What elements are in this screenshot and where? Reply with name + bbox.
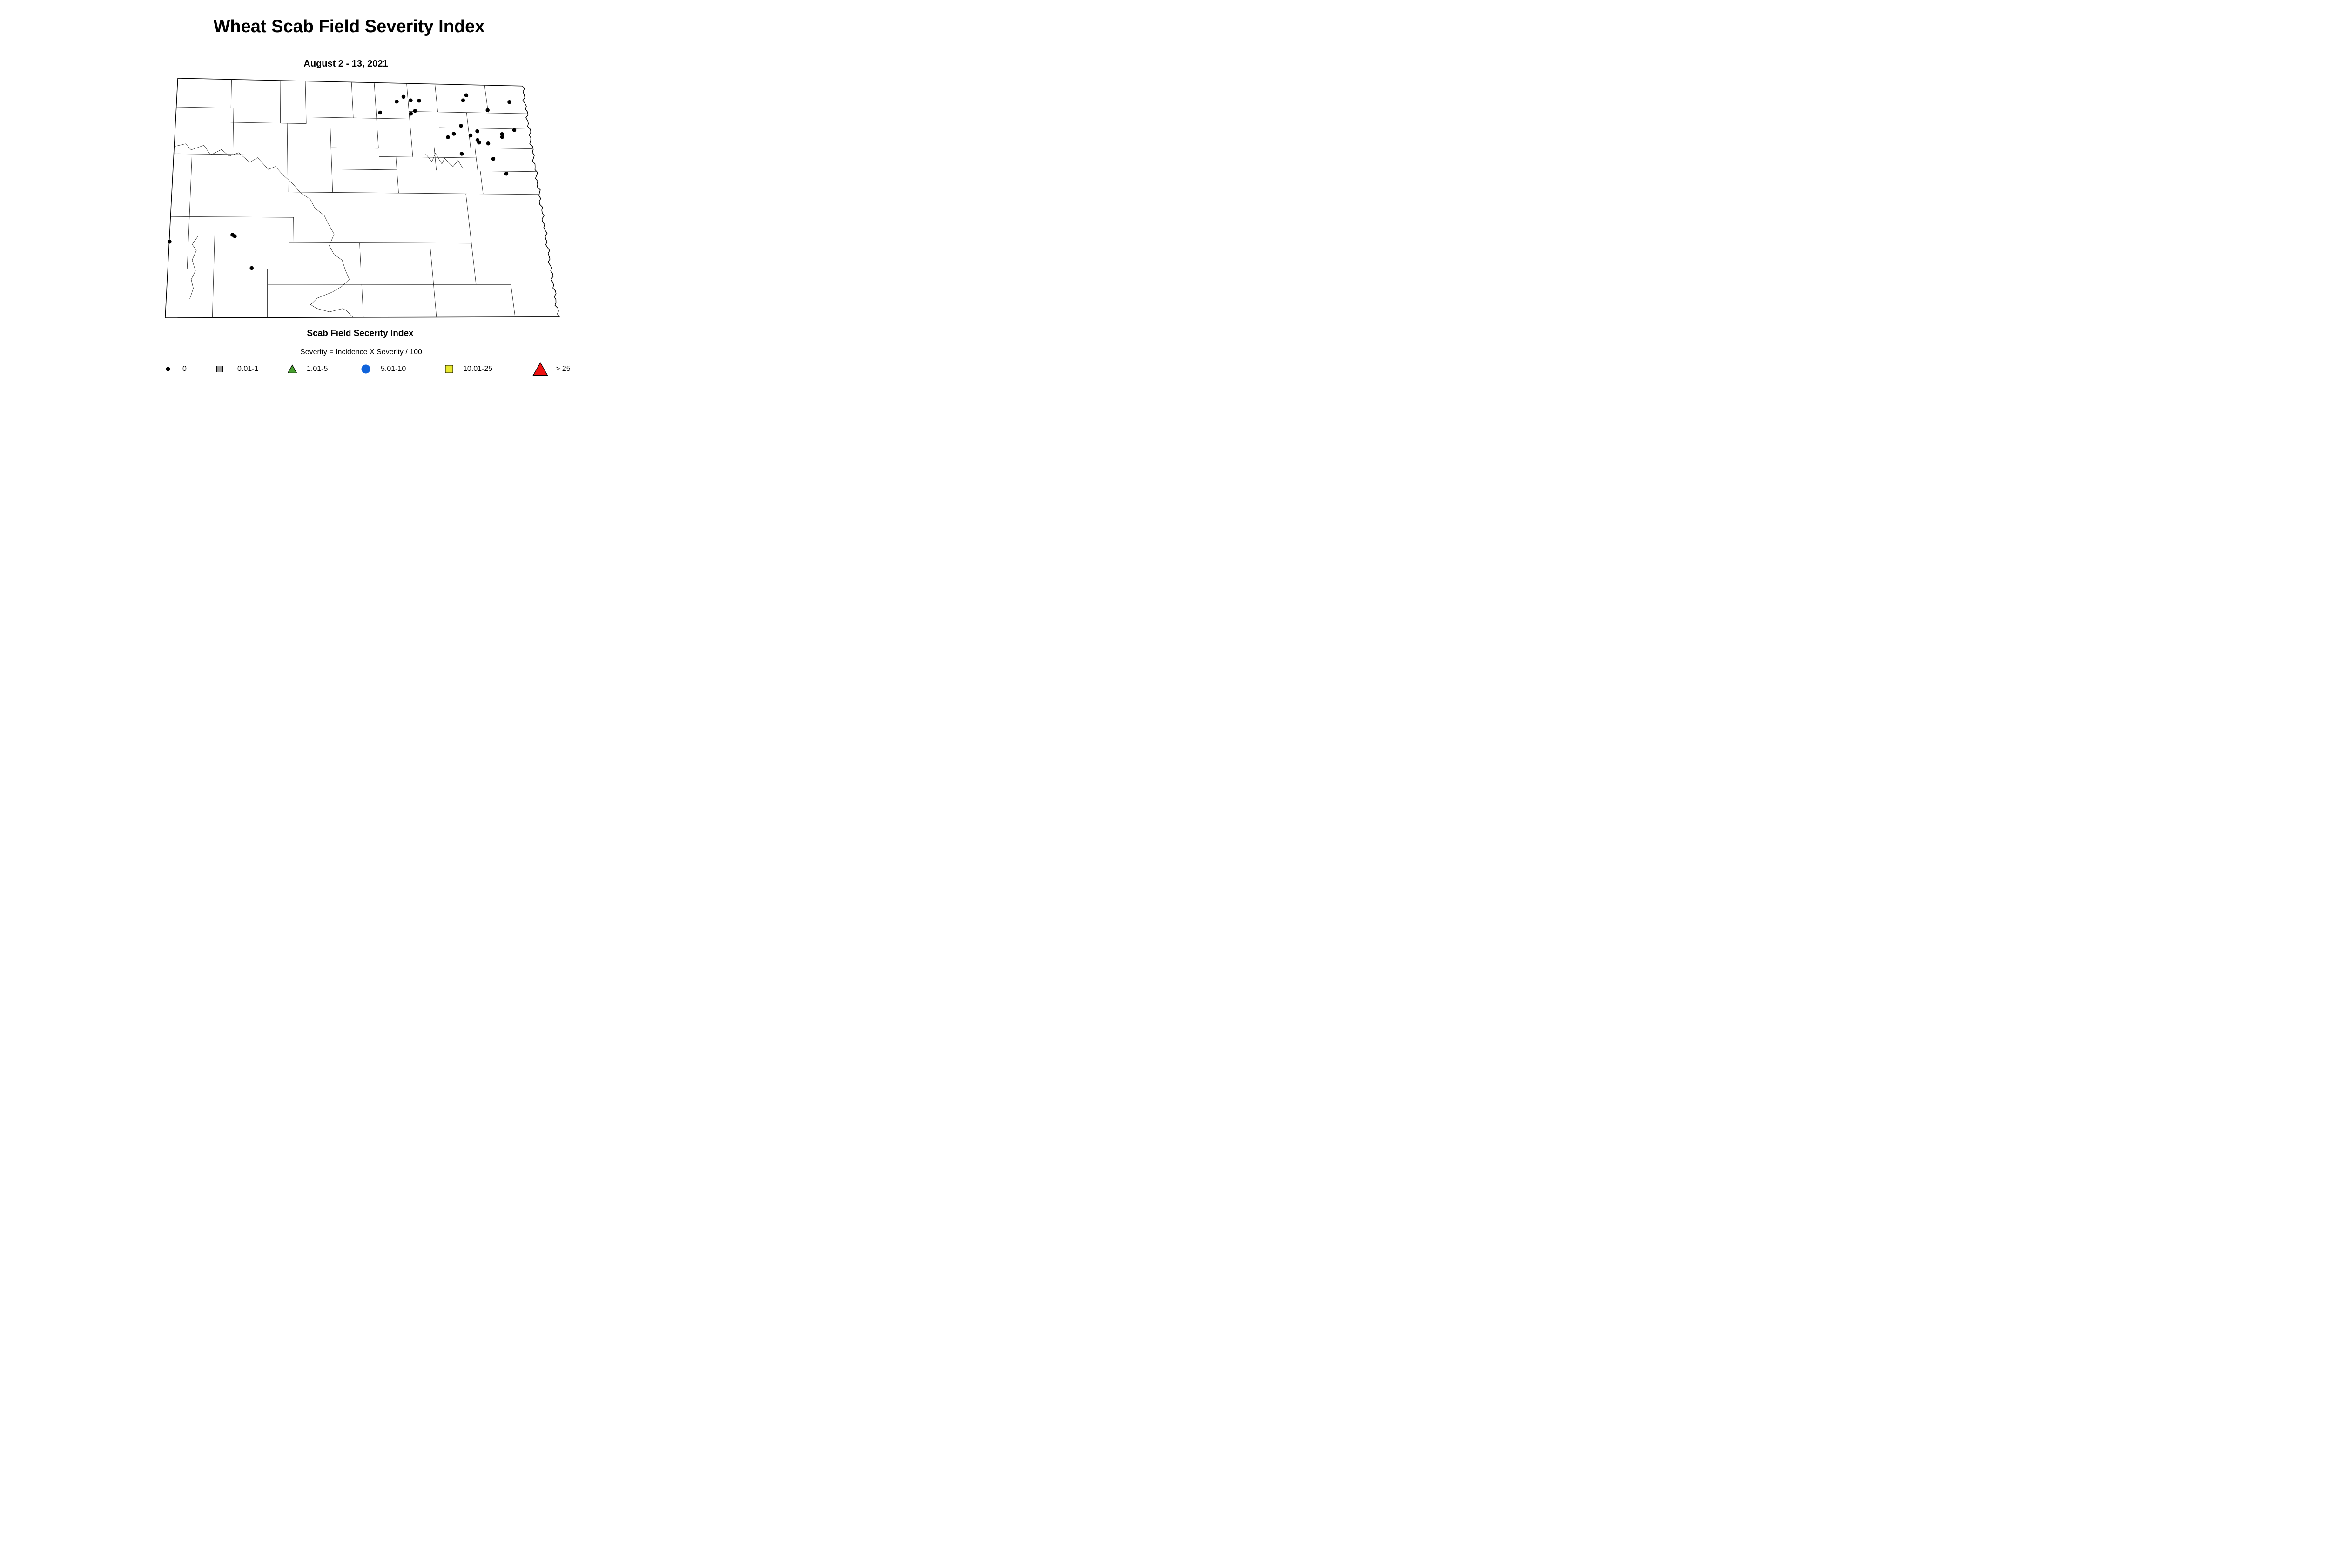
severity-site-dot [451,132,456,136]
triangle-marker-icon [532,362,548,376]
severity-site-dot [413,109,417,113]
legend-item-label: 0 [182,365,187,373]
severity-site-dot [249,266,254,270]
triangle-marker-icon [287,364,297,374]
severity-site-dot [504,172,509,176]
legend-item-label: 10.01-25 [463,365,493,373]
square-marker-icon [216,366,223,372]
severity-site-dot [461,98,465,102]
severity-site-dot [468,133,473,138]
legend-item-label: > 25 [556,365,571,373]
figure-canvas: Wheat Scab Field Severity Index August 2… [0,0,751,392]
severity-site-dot [485,108,490,112]
legend-item-label: 0.01-1 [237,365,259,373]
devils-lake-shoreline [425,153,464,169]
severity-site-dot [409,112,413,116]
severity-site-dot [401,94,406,99]
dot-marker-icon [166,367,170,371]
date-range-subtitle: August 2 - 13, 2021 [303,59,388,69]
severity-site-dot [477,141,481,145]
river-boundary [174,143,353,317]
square-marker-icon [445,365,453,373]
severity-site-dot [507,100,511,104]
severity-site-dot [464,93,469,97]
severity-site-dot [491,157,496,161]
circle-marker-icon [361,364,370,374]
severity-site-dot [459,124,463,128]
severity-site-dot [500,135,504,139]
severity-site-dot [486,141,491,146]
severity-site-dot [417,99,421,103]
severity-site-dot [409,98,413,102]
north-dakota-county-map [165,78,560,318]
severity-site-dot [475,129,479,134]
severity-site-dot [500,132,504,136]
severity-site-dot [168,240,172,244]
severity-site-dot [233,234,237,238]
legend-formula-note: Severity = Incidence X Severity / 100 [300,348,422,356]
state-outline [165,78,560,318]
severity-site-dot [459,152,464,156]
legend-item-label: 1.01-5 [307,365,328,373]
severity-site-dot [446,135,450,139]
river-boundary [189,236,198,300]
severity-site-dot [395,100,399,104]
legend-title: Scab Field Secerity Index [307,329,414,338]
page-title: Wheat Scab Field Severity Index [213,17,485,36]
severity-site-dot [512,128,517,132]
legend-item-label: 5.01-10 [381,365,406,373]
county-boundaries [168,79,539,318]
severity-site-dot [378,110,382,115]
